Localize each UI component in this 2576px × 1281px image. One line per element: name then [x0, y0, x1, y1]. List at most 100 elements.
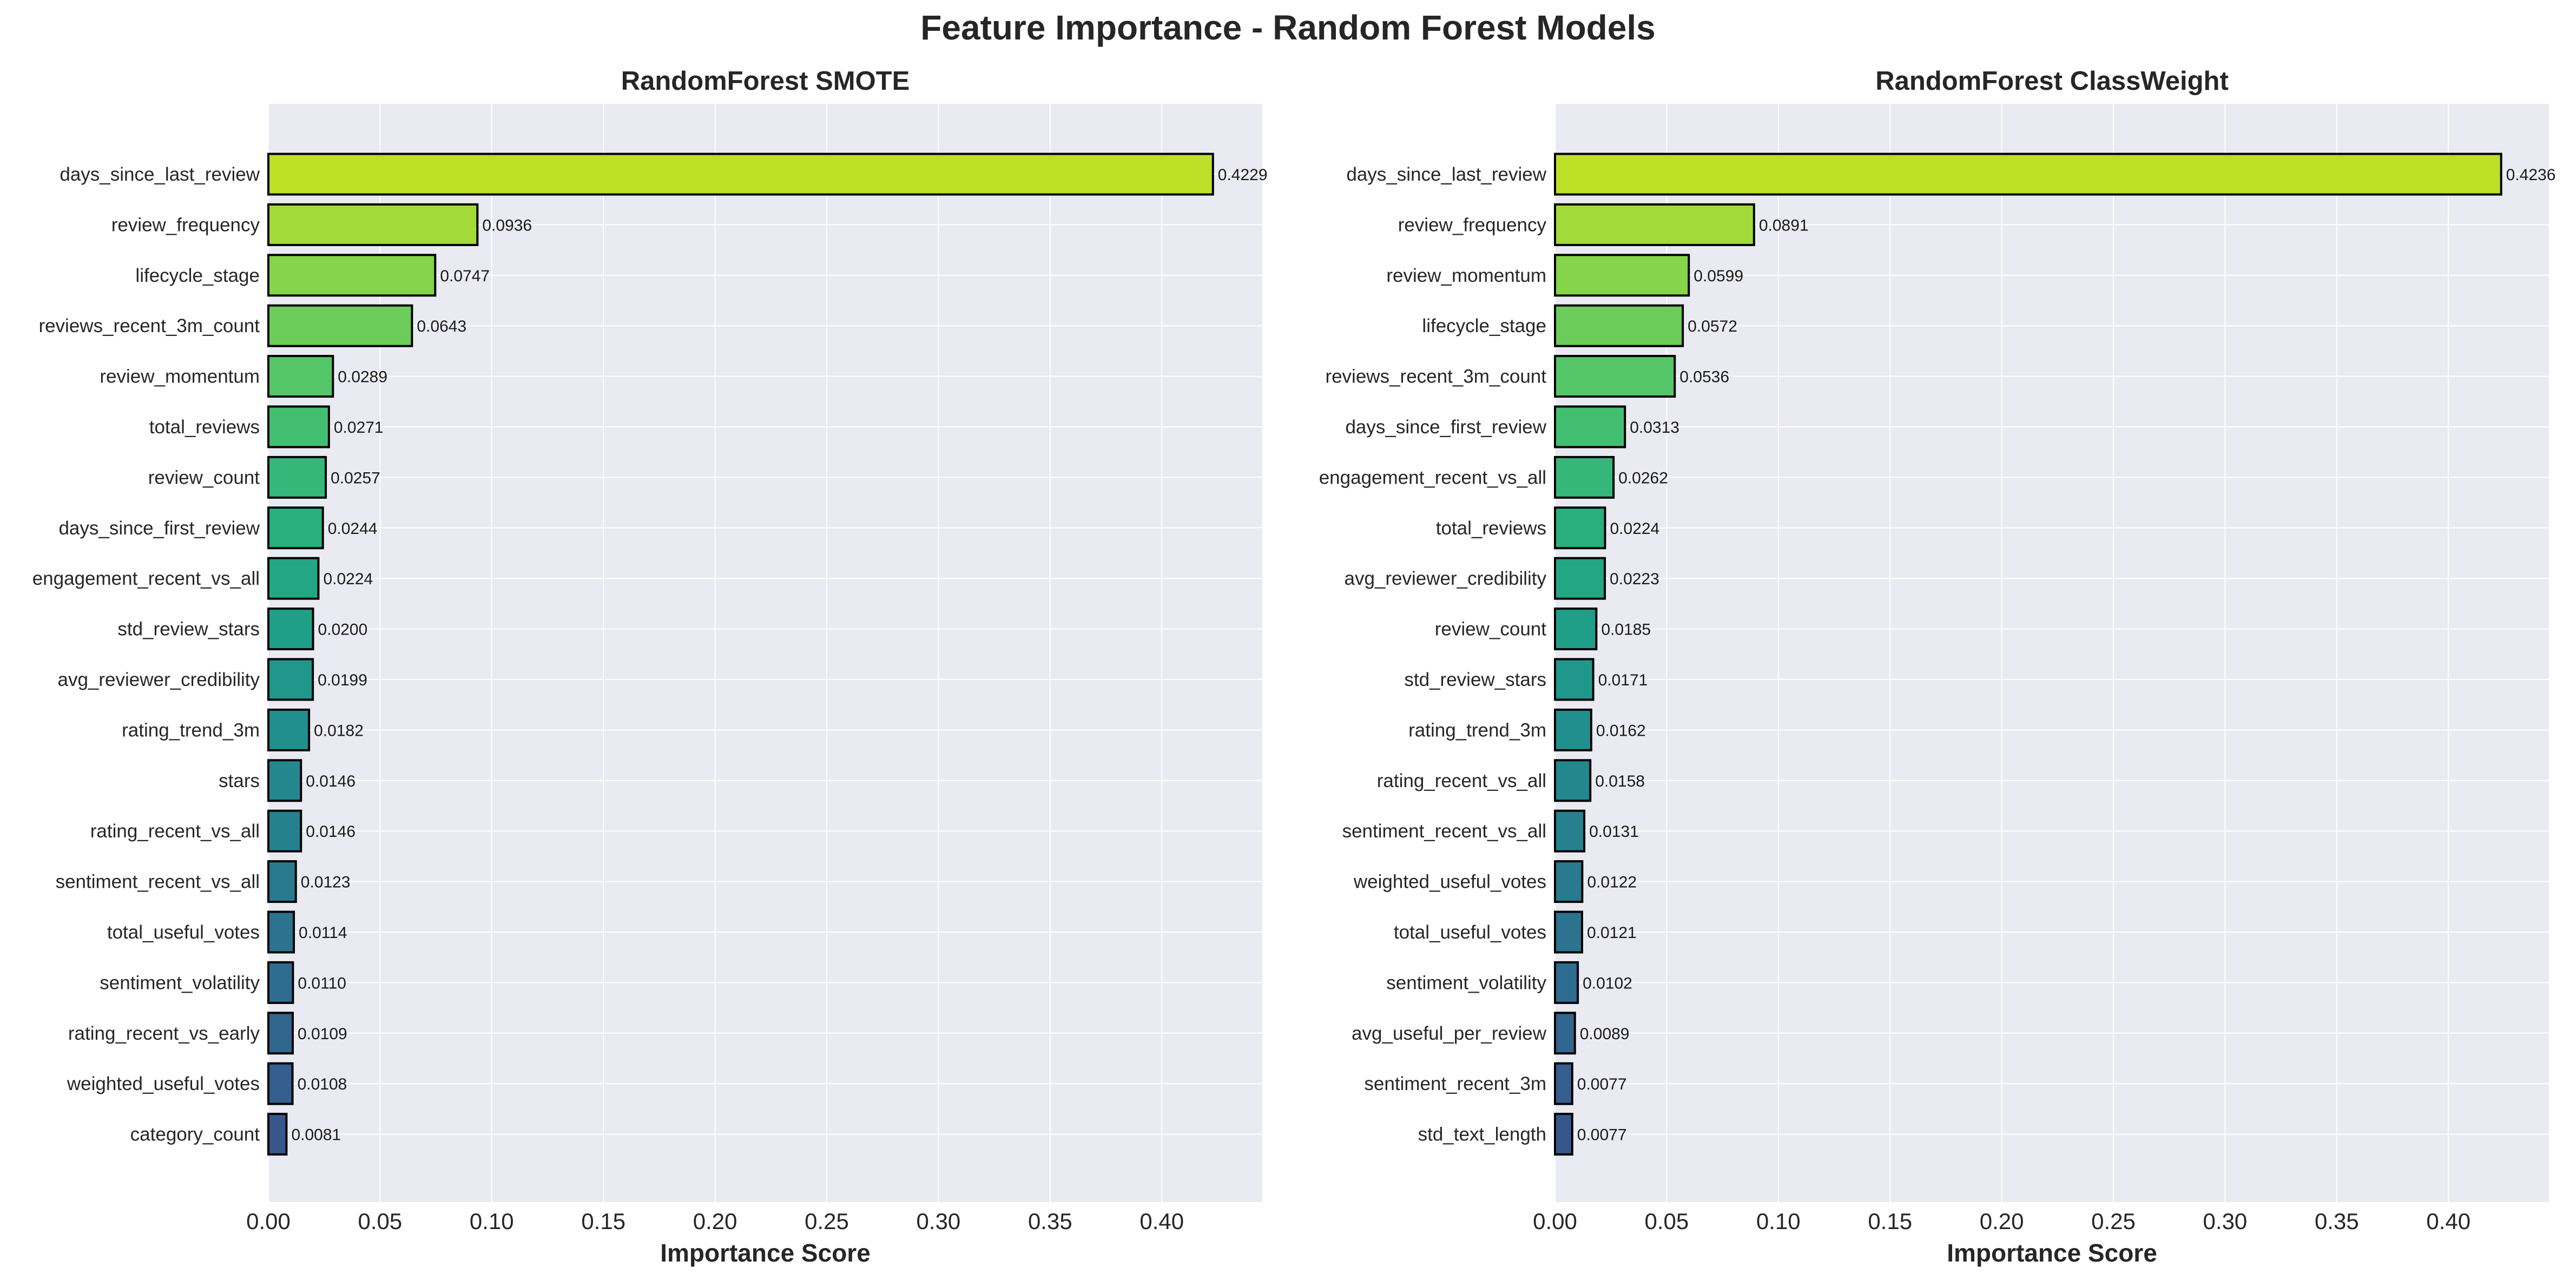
- bar-reviews-recent-3m-count: [267, 304, 413, 347]
- y-tick-label: sentiment_recent_vs_all: [1342, 821, 1546, 842]
- bar-sentiment-recent-vs-all: [1554, 809, 1586, 853]
- x-tick-label: 0.40: [1139, 1209, 1184, 1234]
- x-tick-label: 0.30: [2203, 1209, 2248, 1234]
- x-tick-label: 0.00: [246, 1209, 291, 1234]
- bar-category-count: [267, 1113, 288, 1156]
- x-tick-label: 0.25: [2091, 1209, 2136, 1234]
- x-tick-label: 0.10: [1756, 1209, 1801, 1234]
- y-tick-label: sentiment_volatility: [1386, 972, 1546, 993]
- bar-value-label: 0.0146: [306, 772, 355, 790]
- x-tick-label: 0.35: [1028, 1209, 1072, 1234]
- bar-rating-trend-3m: [1554, 708, 1592, 751]
- bar-value-label: 0.0081: [291, 1126, 341, 1144]
- y-tick-label: rating_trend_3m: [1408, 719, 1546, 741]
- y-tick-label: std_review_stars: [117, 619, 260, 640]
- bar-sentiment-volatility: [267, 961, 294, 1004]
- bar-value-label: 0.0747: [440, 267, 490, 285]
- bar-days-since-first-review: [267, 506, 324, 550]
- y-tick-label: engagement_recent_vs_all: [32, 568, 260, 589]
- x-tick-label: 0.40: [2426, 1209, 2470, 1234]
- bar-review-count: [267, 455, 327, 499]
- x-tick-label: 0.05: [1645, 1209, 1689, 1234]
- y-tick-label: review_momentum: [100, 366, 260, 387]
- y-tick-label: sentiment_recent_vs_all: [56, 871, 260, 893]
- bar-value-label: 0.0102: [1583, 974, 1632, 992]
- bar-value-label: 0.0224: [323, 570, 373, 588]
- bar-value-label: 0.0200: [318, 621, 368, 639]
- bar-lifecycle-stage: [1554, 304, 1684, 347]
- bar-value-label: 0.0224: [1610, 520, 1659, 538]
- x-tick-label: 0.30: [917, 1209, 961, 1234]
- x-tick-label: 0.15: [581, 1209, 625, 1234]
- x-tick-label: 0.00: [1533, 1209, 1577, 1234]
- bar-value-label: 0.0121: [1587, 924, 1637, 942]
- bar-value-label: 0.0182: [314, 722, 364, 739]
- y-tick-label: reviews_recent_3m_count: [1325, 366, 1546, 387]
- y-tick-label: days_since_first_review: [1345, 417, 1546, 438]
- y-tick-label: days_since_first_review: [58, 518, 260, 539]
- bar-days-since-last-review: [267, 153, 1214, 196]
- x-tick-label: 0.20: [1980, 1209, 2024, 1234]
- y-tick-label: weighted_useful_votes: [67, 1073, 260, 1094]
- bar-review-momentum: [267, 355, 334, 398]
- bar-rating-recent-vs-all: [1554, 759, 1592, 802]
- y-tick-label: review_count: [148, 467, 260, 488]
- bar-engagement-recent-vs-all: [267, 557, 320, 600]
- bar-value-label: 0.0891: [1759, 216, 1809, 234]
- y-tick-label: avg_reviewer_credibility: [1345, 568, 1547, 589]
- y-tick-label: rating_recent_vs_all: [1377, 770, 1546, 791]
- y-tick-label: stars: [219, 770, 260, 791]
- y-tick-label: days_since_last_review: [60, 164, 260, 185]
- y-tick-label: lifecycle_stage: [1422, 315, 1546, 336]
- bar-value-label: 0.0572: [1688, 318, 1737, 335]
- bar-value-label: 0.0110: [298, 974, 346, 992]
- y-tick-label: sentiment_recent_3m: [1364, 1073, 1546, 1094]
- y-tick-label: category_count: [130, 1124, 260, 1145]
- bar-weighted-useful-votes: [267, 1062, 294, 1105]
- x-axis-title: Importance Score: [1947, 1239, 2157, 1267]
- y-tick-label: days_since_last_review: [1346, 164, 1546, 185]
- bar-weighted-useful-votes: [1554, 860, 1584, 903]
- y-tick-label: lifecycle_stage: [135, 265, 260, 286]
- bar-review-count: [1554, 608, 1598, 651]
- bar-total-useful-votes: [267, 910, 295, 954]
- bar-engagement-recent-vs-all: [1554, 455, 1615, 499]
- x-tick-label: 0.15: [1868, 1209, 1912, 1234]
- bar-value-label: 0.4229: [1218, 166, 1268, 184]
- x-tick-label: 0.10: [470, 1209, 514, 1234]
- bar-total-reviews: [267, 405, 330, 448]
- bar-sentiment-recent-3m: [1554, 1062, 1573, 1105]
- bar-value-label: 0.0262: [1618, 469, 1668, 487]
- bar-value-label: 0.0077: [1577, 1126, 1627, 1144]
- x-tick-label: 0.35: [2315, 1209, 2359, 1234]
- y-tick-label: review_frequency: [1398, 214, 1547, 235]
- bar-std-review-stars: [1554, 658, 1595, 701]
- bar-value-label: 0.4236: [2506, 166, 2556, 184]
- bar-value-label: 0.0162: [1596, 722, 1646, 739]
- y-tick-label: rating_trend_3m: [122, 719, 260, 741]
- bar-review-momentum: [1554, 254, 1690, 297]
- y-tick-label: review_frequency: [111, 214, 260, 235]
- bar-value-label: 0.0271: [334, 419, 384, 437]
- x-tick-label: 0.25: [805, 1209, 849, 1234]
- bar-value-label: 0.0108: [298, 1075, 347, 1093]
- bar-avg-useful-per-review: [1554, 1012, 1576, 1055]
- bar-reviews-recent-3m-count: [1554, 355, 1676, 398]
- bar-value-label: 0.0599: [1694, 267, 1743, 285]
- bar-value-label: 0.0536: [1679, 368, 1729, 386]
- bar-value-label: 0.0131: [1589, 823, 1639, 841]
- bar-review-frequency: [267, 203, 479, 246]
- bar-value-label: 0.0122: [1587, 874, 1637, 892]
- y-tick-label: engagement_recent_vs_all: [1319, 467, 1546, 488]
- bar-std-review-stars: [267, 608, 314, 651]
- bar-sentiment-recent-vs-all: [267, 860, 297, 903]
- panel-title: RandomForest ClassWeight: [1875, 67, 2229, 96]
- y-tick-label: reviews_recent_3m_count: [38, 315, 260, 336]
- bar-value-label: 0.0077: [1577, 1075, 1627, 1093]
- y-tick-label: review_count: [1435, 619, 1546, 640]
- x-axis-title: Importance Score: [660, 1239, 871, 1267]
- y-tick-label: total_useful_votes: [1394, 922, 1546, 943]
- y-tick-label: total_reviews: [149, 417, 260, 438]
- bar-avg-reviewer-credibility: [267, 658, 314, 701]
